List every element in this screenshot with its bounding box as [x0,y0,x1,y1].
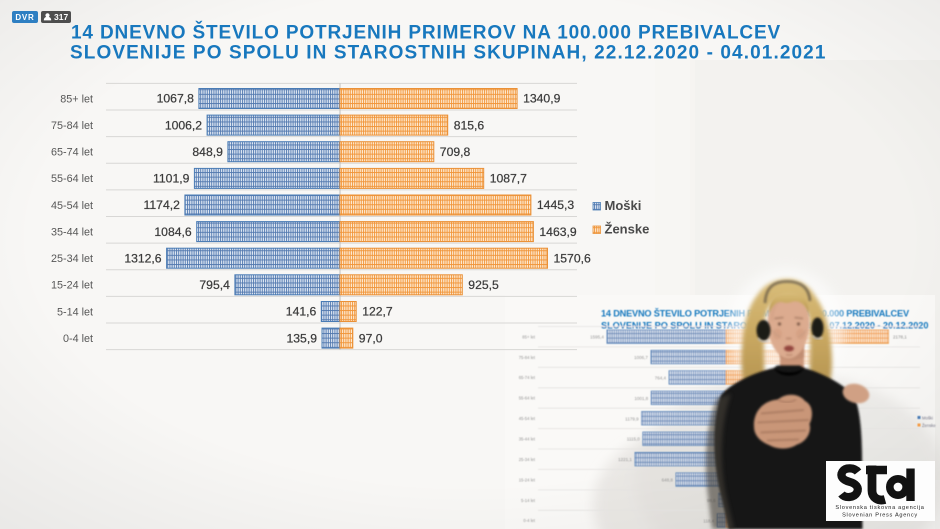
svg-text:Moški: Moški [922,416,933,421]
svg-text:5-14 let: 5-14 let [521,498,536,503]
svg-text:1115,0: 1115,0 [627,437,641,442]
svg-text:97,0: 97,0 [359,331,383,345]
svg-text:1006,7: 1006,7 [634,355,648,360]
svg-text:317: 317 [54,12,68,22]
svg-text:118,4: 118,4 [703,518,714,523]
svg-text:1221,1: 1221,1 [618,457,632,462]
svg-text:5-14 let: 5-14 let [57,306,93,318]
svg-text:1001,8: 1001,8 [634,396,648,401]
svg-text:1174,2: 1174,2 [144,198,181,212]
svg-text:795,4: 795,4 [199,278,230,292]
svg-text:1179,9: 1179,9 [625,416,639,421]
svg-text:35-44 let: 35-44 let [519,437,536,442]
svg-text:14 DNEVNO ŠTEVILO POTRJENIH PR: 14 DNEVNO ŠTEVILO POTRJENIH PRIMEROV NA … [71,22,781,44]
svg-text:1312,6: 1312,6 [124,251,161,265]
svg-text:1067,8: 1067,8 [157,92,194,106]
svg-text:925,5: 925,5 [468,278,499,292]
svg-text:15-24 let: 15-24 let [519,477,536,482]
svg-text:85+ let: 85+ let [522,334,536,339]
svg-text:Slovenska tiskovna agencija: Slovenska tiskovna agencija [835,505,924,511]
svg-text:1445,3: 1445,3 [537,198,574,212]
svg-text:648,8: 648,8 [662,478,674,483]
svg-text:25-34 let: 25-34 let [519,457,536,462]
svg-text:1340,9: 1340,9 [523,92,560,106]
svg-text:1087,7: 1087,7 [490,172,527,186]
svg-text:85+ let: 85+ let [60,93,93,105]
svg-text:15-24 let: 15-24 let [51,280,93,292]
svg-text:709,8: 709,8 [440,145,471,159]
svg-text:1101,9: 1101,9 [153,172,190,186]
svg-text:25-34 let: 25-34 let [51,253,93,265]
svg-text:Slovenian Press Agency: Slovenian Press Agency [842,513,918,519]
svg-text:75-84 let: 75-84 let [519,355,536,360]
svg-text:1595,4: 1595,4 [590,335,604,340]
svg-text:848,9: 848,9 [192,145,223,159]
svg-text:Ženske: Ženske [605,222,650,237]
svg-text:75-84 let: 75-84 let [51,120,93,132]
svg-text:45-54 let: 45-54 let [519,416,536,421]
svg-text:135,9: 135,9 [287,331,318,345]
svg-text:764,4: 764,4 [655,375,667,380]
svg-text:815,6: 815,6 [454,118,485,132]
svg-text:65-74 let: 65-74 let [51,147,93,159]
svg-text:141,6: 141,6 [286,305,317,319]
svg-text:122,7: 122,7 [362,305,393,319]
svg-text:1006,2: 1006,2 [165,118,202,132]
svg-text:1084,6: 1084,6 [154,225,191,239]
svg-text:0-4 let: 0-4 let [63,333,93,345]
svg-text:Moški: Moški [605,198,642,213]
svg-text:SLOVENIJE PO SPOLU IN STAROSTN: SLOVENIJE PO SPOLU IN STAROSTNIH SKUPINA… [70,43,827,64]
svg-text:1463,9: 1463,9 [539,225,576,239]
svg-text:55-64 let: 55-64 let [51,173,93,185]
svg-text:55-64 let: 55-64 let [519,396,536,401]
svg-text:65-74 let: 65-74 let [519,375,536,380]
svg-text:DVR: DVR [15,13,34,22]
svg-text:0-4 let: 0-4 let [523,518,535,523]
svg-text:2178,1: 2178,1 [893,335,907,340]
svg-text:1570,6: 1570,6 [554,251,591,265]
svg-text:35-44 let: 35-44 let [51,226,93,238]
svg-text:45-54 let: 45-54 let [51,200,93,212]
svg-text:Ženske: Ženske [922,423,936,428]
